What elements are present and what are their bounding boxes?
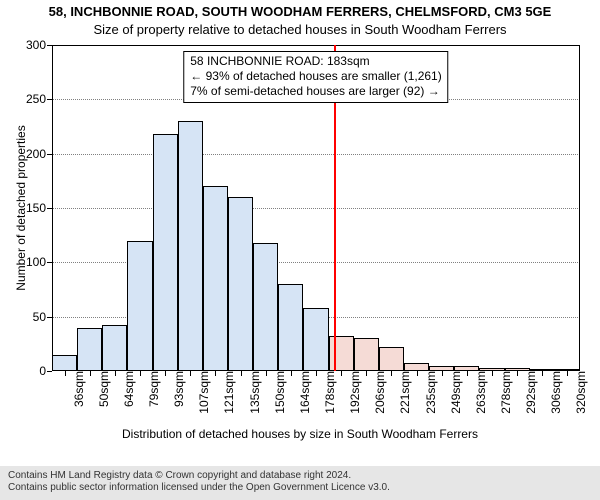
x-tick-label: 79sqm <box>140 371 161 407</box>
histogram-bar <box>379 347 404 371</box>
plot-area: 58 INCHBONNIE ROAD: 183sqm← 93% of detac… <box>52 45 580 371</box>
histogram-bar <box>329 336 354 371</box>
x-tick-label: 107sqm <box>190 371 211 414</box>
axis-border <box>52 370 580 371</box>
chart-title: 58, INCHBONNIE ROAD, SOUTH WOODHAM FERRE… <box>0 4 600 19</box>
x-tick-label: 64sqm <box>115 371 136 407</box>
x-tick-label: 235sqm <box>417 371 438 414</box>
x-tick-label: 93sqm <box>165 371 186 407</box>
x-tick-label: 192sqm <box>341 371 362 414</box>
x-tick-label: 50sqm <box>90 371 111 407</box>
axis-border <box>52 45 53 371</box>
histogram-bar <box>127 241 152 371</box>
histogram-bar <box>77 328 102 371</box>
x-tick-label: 206sqm <box>366 371 387 414</box>
x-axis-label: Distribution of detached houses by size … <box>0 427 600 441</box>
histogram-bar <box>203 186 228 371</box>
annotation-line: ← 93% of detached houses are smaller (1,… <box>190 69 441 84</box>
histogram-bar <box>52 355 77 371</box>
axis-border <box>579 45 580 371</box>
x-tick-label: 178sqm <box>316 371 337 414</box>
x-tick-label: 278sqm <box>492 371 513 414</box>
footer-line: Contains HM Land Registry data © Crown c… <box>8 470 592 482</box>
histogram-bar <box>153 134 178 371</box>
x-tick-label: 221sqm <box>391 371 412 414</box>
x-tick-label: 292sqm <box>517 371 538 414</box>
x-tick-label: 320sqm <box>567 371 588 414</box>
histogram-bar <box>228 197 253 371</box>
x-tick-label: 164sqm <box>291 371 312 414</box>
histogram-bar <box>102 325 127 371</box>
histogram-bar <box>303 308 328 371</box>
x-tick-label: 36sqm <box>65 371 86 407</box>
x-tick-label: 135sqm <box>241 371 262 414</box>
histogram-bar <box>253 243 278 371</box>
histogram-bar <box>354 338 379 371</box>
annotation-box: 58 INCHBONNIE ROAD: 183sqm← 93% of detac… <box>183 51 448 103</box>
axis-border <box>52 45 580 46</box>
x-tick-label: 121sqm <box>215 371 236 414</box>
footer-line: Contains public sector information licen… <box>8 482 592 494</box>
histogram-bar <box>278 284 303 371</box>
gridline <box>52 154 580 155</box>
x-tick-label: 306sqm <box>542 371 563 414</box>
x-tick-label: 263sqm <box>467 371 488 414</box>
gridline <box>52 208 580 209</box>
x-tick-label: 150sqm <box>266 371 287 414</box>
annotation-line: 58 INCHBONNIE ROAD: 183sqm <box>190 54 441 69</box>
annotation-line: 7% of semi-detached houses are larger (9… <box>190 84 441 99</box>
y-tick-mark <box>47 371 52 372</box>
x-tick-label: 249sqm <box>442 371 463 414</box>
chart-subtitle: Size of property relative to detached ho… <box>0 22 600 37</box>
footer-attribution: Contains HM Land Registry data © Crown c… <box>0 466 600 500</box>
histogram-bar <box>178 121 203 371</box>
